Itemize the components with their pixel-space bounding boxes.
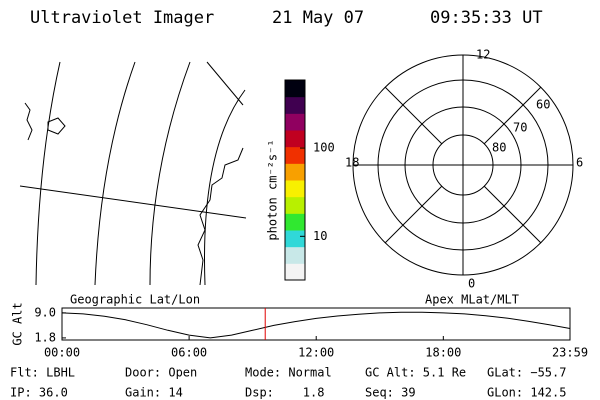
color-step — [285, 146, 305, 164]
colorbar-label: photon cm⁻²s⁻¹ — [266, 139, 280, 240]
title: Ultraviolet Imager — [30, 8, 214, 28]
color-step — [285, 163, 305, 181]
lat-label: 60 — [536, 98, 550, 112]
status-field: IP: 36.0 — [10, 386, 68, 400]
subtitle-right: Apex MLat/MLT — [425, 293, 519, 307]
meridian — [149, 61, 191, 286]
mlt-label: 12 — [476, 48, 490, 62]
colorbar-tick-label: 100 — [313, 141, 335, 155]
coastline — [47, 117, 66, 135]
lat-label: 70 — [513, 121, 527, 135]
meridian — [94, 61, 136, 286]
subtitle-left: Geographic Lat/Lon — [70, 293, 200, 307]
map — [19, 61, 247, 286]
spoke — [384, 86, 443, 145]
polar-grid: 12 18 6 0 60 70 80 — [345, 48, 583, 291]
status-field: GC Alt: 5.1 Re — [365, 366, 466, 380]
status-field: Flt: LBHL — [10, 366, 75, 380]
y-tick-label: 9.0 — [34, 305, 56, 319]
mlt-label: 0 — [468, 277, 475, 291]
status-field: GLat: −55.7 — [487, 366, 566, 380]
lat-label: 80 — [492, 141, 506, 155]
color-step — [285, 80, 305, 98]
y-label: GC Alt — [11, 302, 25, 345]
status-field: Mode: Normal — [245, 366, 332, 380]
colorbar-tick-label: 10 — [313, 229, 327, 243]
time: 09:35:33 UT — [430, 8, 543, 28]
mlt-label: 18 — [345, 156, 359, 170]
spoke — [483, 185, 542, 244]
color-step — [285, 196, 305, 214]
colorbar-frame — [284, 79, 306, 281]
x-tick-label: 18:00 — [425, 346, 461, 360]
color-step — [285, 263, 305, 281]
status-field: Gain: 14 — [125, 386, 183, 400]
color-step — [285, 230, 305, 248]
parallel — [19, 185, 247, 219]
status-field: Seq: 39 — [365, 386, 416, 400]
color-step — [285, 113, 305, 131]
status-field: Dsp: 1.8 — [245, 386, 324, 400]
color-step — [285, 213, 305, 231]
color-step — [285, 246, 305, 264]
meridian — [35, 61, 61, 286]
x-tick-label: 12:00 — [298, 346, 334, 360]
x-tick-label: 06:00 — [171, 346, 207, 360]
spoke — [483, 86, 542, 145]
mlt-label: 6 — [576, 156, 583, 170]
date: 21 May 07 — [272, 8, 364, 28]
x-tick-label: 23:59 — [552, 346, 588, 360]
spoke — [384, 185, 443, 244]
parallel — [206, 61, 244, 106]
coastline — [24, 102, 33, 141]
coastline — [197, 147, 244, 286]
altitude-line — [61, 311, 571, 339]
x-tick-label: 00:00 — [44, 346, 80, 360]
status-field: Door: Open — [125, 366, 197, 380]
status-field: GLon: 142.5 — [487, 386, 566, 400]
y-tick-label: 1.8 — [34, 330, 56, 344]
color-step — [285, 96, 305, 114]
meridian — [204, 89, 246, 286]
color-step — [285, 180, 305, 198]
plot-frame — [61, 307, 571, 341]
color-step — [285, 130, 305, 148]
